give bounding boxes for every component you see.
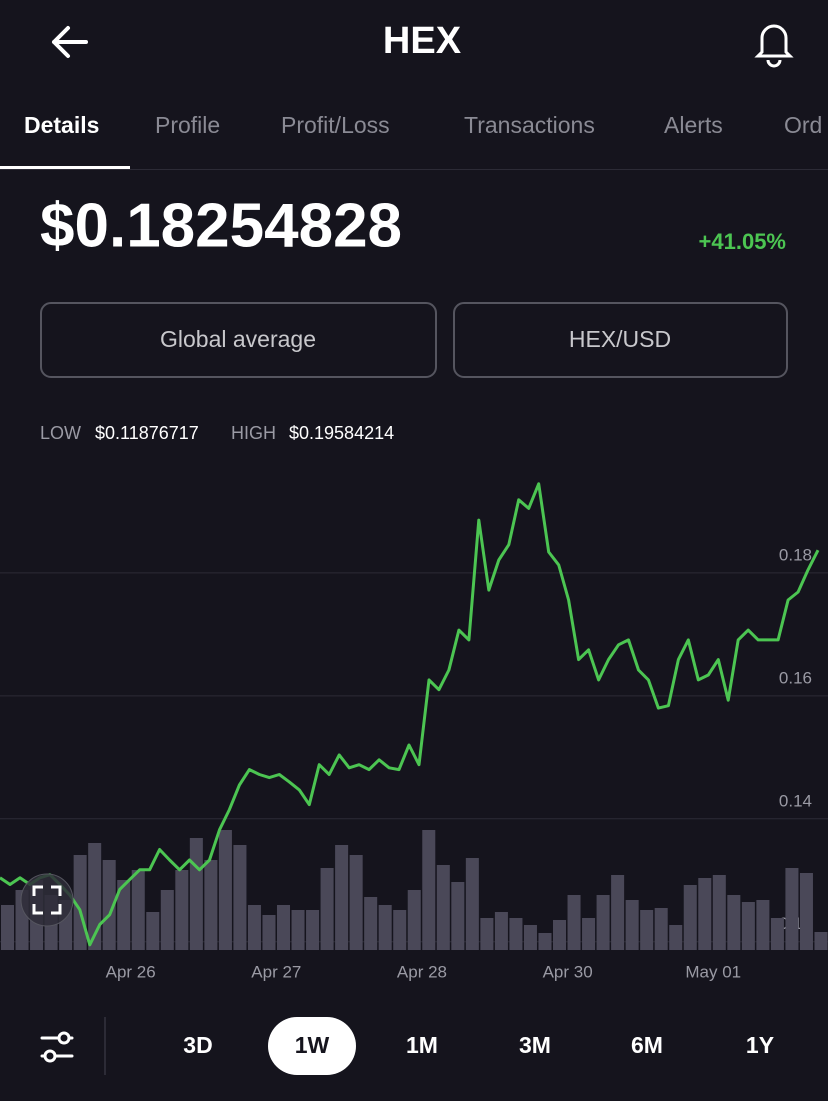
settings-knob — [57, 1031, 71, 1045]
volume-bar — [698, 878, 712, 950]
volume-bar — [451, 882, 465, 950]
x-tick-label: Apr 27 — [251, 962, 301, 981]
price: $0.18254828 — [40, 191, 402, 260]
pair-button[interactable] — [453, 302, 788, 378]
volume-bar — [291, 910, 305, 950]
separator — [104, 1017, 106, 1075]
volume-bar — [523, 925, 537, 950]
volume-bar — [407, 890, 421, 950]
volume-bar — [102, 860, 116, 950]
volume-bar — [335, 845, 349, 950]
tab[interactable]: Ord — [784, 112, 822, 138]
tab[interactable]: Profit/Loss — [281, 112, 390, 138]
price-line — [0, 482, 820, 947]
fullscreen-button[interactable] — [20, 873, 74, 927]
button-label: Global average — [160, 326, 316, 352]
back-button[interactable] — [52, 26, 88, 58]
title: HEX — [383, 20, 462, 62]
source-button[interactable] — [40, 302, 437, 378]
volume-bar — [131, 870, 145, 950]
volume-bar — [596, 895, 610, 950]
button-label: HEX/USD — [569, 326, 671, 352]
volume-bar — [320, 868, 334, 950]
volume-bar — [683, 885, 697, 950]
tab[interactable]: Transactions — [464, 112, 595, 138]
volume-bar — [567, 895, 581, 950]
volume-bar — [306, 910, 320, 950]
volume-bar — [756, 900, 770, 950]
range[interactable]: 6M — [631, 1032, 663, 1058]
stat-value: $0.11876717 — [95, 423, 199, 443]
range[interactable]: 3D — [183, 1032, 212, 1058]
volume-bar — [189, 838, 203, 950]
volume-bar — [175, 870, 189, 950]
volume-bar — [422, 830, 436, 950]
volume-bar — [233, 845, 247, 950]
range[interactable]: 1W — [295, 1032, 330, 1058]
x-tick-label: May 01 — [685, 962, 741, 981]
volume-bar — [553, 920, 567, 950]
range[interactable]: 1M — [406, 1032, 438, 1058]
volume-bar — [436, 865, 450, 950]
volume-bar — [247, 905, 261, 950]
volume-bar — [727, 895, 741, 950]
volume-bar — [582, 918, 596, 950]
volume-bar — [378, 905, 392, 950]
tab[interactable]: Profile — [155, 112, 220, 138]
stat-value: $0.19584214 — [289, 423, 394, 443]
volume-bar — [262, 915, 276, 950]
y-tick-label: 0.18 — [779, 545, 812, 564]
divider — [0, 169, 828, 170]
y-tick-label: 0.16 — [779, 668, 812, 687]
volume-bar — [611, 875, 625, 950]
y-tick-label: 0.14 — [779, 791, 812, 810]
stat-label: HIGH — [231, 423, 276, 443]
volume-bar — [160, 890, 174, 950]
volume-bar — [712, 875, 726, 950]
volume-bar — [669, 925, 683, 950]
alert-bell[interactable] — [754, 24, 794, 68]
settings-knob — [43, 1049, 57, 1063]
x-tick-label: Apr 28 — [397, 962, 447, 981]
volume-bar — [741, 902, 755, 950]
tab[interactable]: Details — [24, 112, 99, 138]
volume-bar — [814, 932, 828, 950]
volume-bar — [785, 868, 799, 950]
volume-bar — [770, 918, 784, 950]
volume-bar — [349, 855, 363, 950]
stat-label: LOW — [40, 423, 81, 443]
volume-bar — [538, 933, 552, 950]
change: +41.05% — [699, 229, 786, 254]
volume-bar — [277, 905, 291, 950]
tab-indicator — [0, 166, 130, 169]
volume-bar — [364, 897, 378, 950]
volume-bar — [146, 912, 160, 950]
volume-bar — [117, 880, 131, 950]
fullscreen-icon — [32, 885, 62, 915]
volume-bar — [640, 910, 654, 950]
volume-bar — [509, 918, 523, 950]
x-tick-label: Apr 26 — [106, 962, 156, 981]
x-tick-label: Apr 30 — [543, 962, 593, 981]
volume-bar — [218, 830, 232, 950]
range[interactable]: 1Y — [746, 1032, 774, 1058]
range-selected — [268, 1017, 356, 1075]
volume-bar — [480, 918, 494, 950]
range[interactable]: 3M — [519, 1032, 551, 1058]
volume-bar — [1, 905, 15, 950]
volume-bar — [393, 910, 407, 950]
tab[interactable]: Alerts — [664, 112, 723, 138]
volume-bar — [465, 858, 479, 950]
volume-bar — [204, 860, 218, 950]
volume-bar — [654, 908, 668, 950]
volume-bar — [88, 843, 102, 950]
volume-bar — [494, 912, 508, 950]
volume-bar — [625, 900, 639, 950]
volume-bar — [799, 873, 813, 950]
